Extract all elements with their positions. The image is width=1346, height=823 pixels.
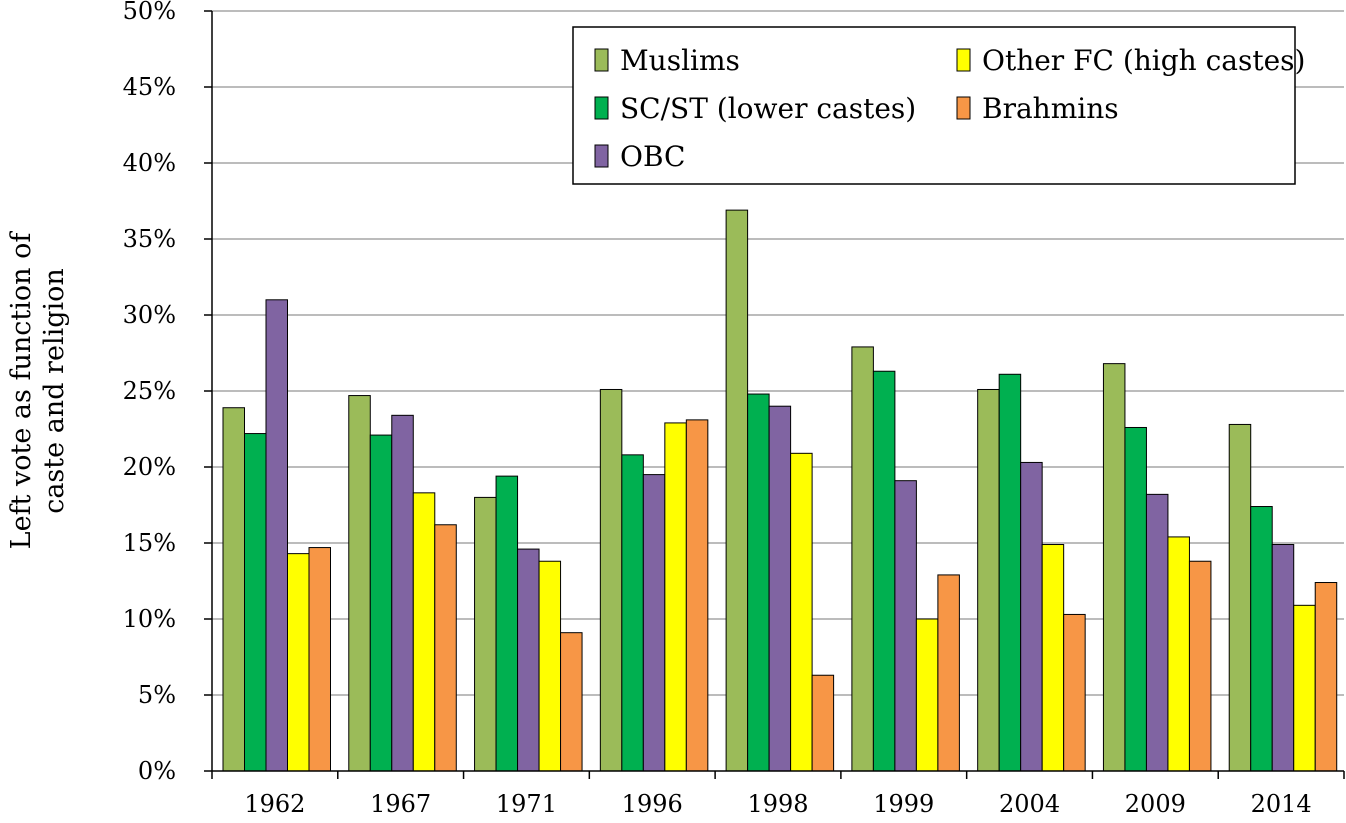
legend-swatch <box>956 48 971 72</box>
bar-obc-1999 <box>894 480 917 772</box>
bar-obc-2004 <box>1020 461 1043 772</box>
bar-obc-1996 <box>642 474 666 772</box>
bar-muslims-2004 <box>977 388 1000 772</box>
bar-scst-2004 <box>998 373 1022 772</box>
x-tick-label: 1999 <box>873 790 934 818</box>
y-tick-label: 5% <box>138 681 176 709</box>
legend-swatch <box>594 96 609 120</box>
bar-scst-1996 <box>621 454 644 772</box>
bar-other-1971 <box>538 560 562 772</box>
y-tick-label: 25% <box>123 377 176 405</box>
bar-muslims-1999 <box>851 346 874 772</box>
y-tick-label: 45% <box>123 73 176 101</box>
legend-label: SC/ST (lower castes) <box>620 92 916 125</box>
legend-box <box>572 26 1296 185</box>
x-tick-label: 2014 <box>1251 790 1312 818</box>
bar-brahmins-1999 <box>937 574 960 772</box>
bar-brahmins-1971 <box>560 632 583 772</box>
bar-muslims-2009 <box>1102 363 1126 772</box>
y-tick-label: 30% <box>123 301 176 329</box>
bar-brahmins-1998 <box>811 674 835 772</box>
y-axis-ticks: 0% 5% 10% 15% 20% 25% 30% 35% 40% 45% 50% <box>123 0 212 785</box>
bar-other-1998 <box>790 452 813 772</box>
x-tick-label: 1998 <box>747 790 808 818</box>
legend-swatch <box>594 144 609 168</box>
bar-muslims-1996 <box>599 388 623 772</box>
y-tick-label: 50% <box>123 0 176 25</box>
bar-muslims-1962 <box>222 407 245 772</box>
bar-other-2004 <box>1041 544 1065 772</box>
bar-scst-1967 <box>369 434 393 772</box>
bar-other-1962 <box>287 553 310 772</box>
bar-scst-1971 <box>495 475 519 772</box>
y-tick-label: 0% <box>138 757 176 785</box>
bar-brahmins-1967 <box>434 524 457 772</box>
y-tick-label: 20% <box>123 453 176 481</box>
x-axis-ticks: 1962 1967 1971 1996 1998 1999 2004 2009 2014 <box>211 771 1345 818</box>
bar-brahmins-2014 <box>1314 582 1338 772</box>
x-tick-label: 2004 <box>999 790 1060 818</box>
legend: Muslims Other FC (high castes) SC/ST (lowe… <box>572 26 1305 185</box>
bar-other-2009 <box>1167 536 1190 772</box>
bar-scst-2009 <box>1124 426 1147 772</box>
y-tick-label: 40% <box>123 149 176 177</box>
legend-swatch <box>956 96 971 120</box>
legend-label: OBC <box>620 140 685 173</box>
legend-label: Other FC (high castes) <box>982 44 1305 77</box>
bar-brahmins-1996 <box>685 419 709 772</box>
bar-muslims-2014 <box>1228 423 1252 772</box>
y-tick-label: 35% <box>123 225 176 253</box>
bar-scst-1962 <box>244 433 267 772</box>
bar-other-1967 <box>412 492 436 772</box>
bar-obc-1971 <box>517 548 540 772</box>
bar-obc-2014 <box>1271 544 1295 772</box>
bar-other-2014 <box>1293 604 1316 772</box>
y-tick-label: 10% <box>123 605 176 633</box>
bar-obc-1967 <box>391 414 414 772</box>
legend-label: Muslims <box>620 44 740 77</box>
bars-group <box>222 209 1338 772</box>
y-tick-label: 15% <box>123 529 176 557</box>
bar-scst-2014 <box>1250 506 1273 772</box>
x-tick-label: 1962 <box>244 790 305 818</box>
bar-obc-2009 <box>1145 493 1169 772</box>
bar-scst-1998 <box>747 393 770 772</box>
y-axis-title: Left vote as function of caste and religi… <box>6 231 70 550</box>
bar-muslims-1967 <box>348 395 371 772</box>
bar-muslims-1971 <box>474 496 497 772</box>
bar-scst-1999 <box>872 370 896 772</box>
bar-brahmins-2009 <box>1188 560 1212 772</box>
y-axis-title-line: Left vote as function of <box>6 231 37 550</box>
bar-obc-1998 <box>768 405 792 772</box>
x-tick-label: 1996 <box>622 790 683 818</box>
bar-other-1999 <box>915 618 939 772</box>
y-axis-title-line: caste and religion <box>39 268 70 514</box>
bar-brahmins-2004 <box>1063 613 1086 772</box>
legend-label: Brahmins <box>982 92 1119 125</box>
bar-brahmins-1962 <box>308 547 331 772</box>
bar-other-1996 <box>664 422 687 772</box>
x-tick-label: 1967 <box>370 790 431 818</box>
x-tick-label: 2009 <box>1125 790 1186 818</box>
bar-muslims-1998 <box>725 209 749 772</box>
bar-obc-1962 <box>265 299 288 772</box>
legend-swatch <box>594 48 609 72</box>
x-tick-label: 1971 <box>496 790 557 818</box>
